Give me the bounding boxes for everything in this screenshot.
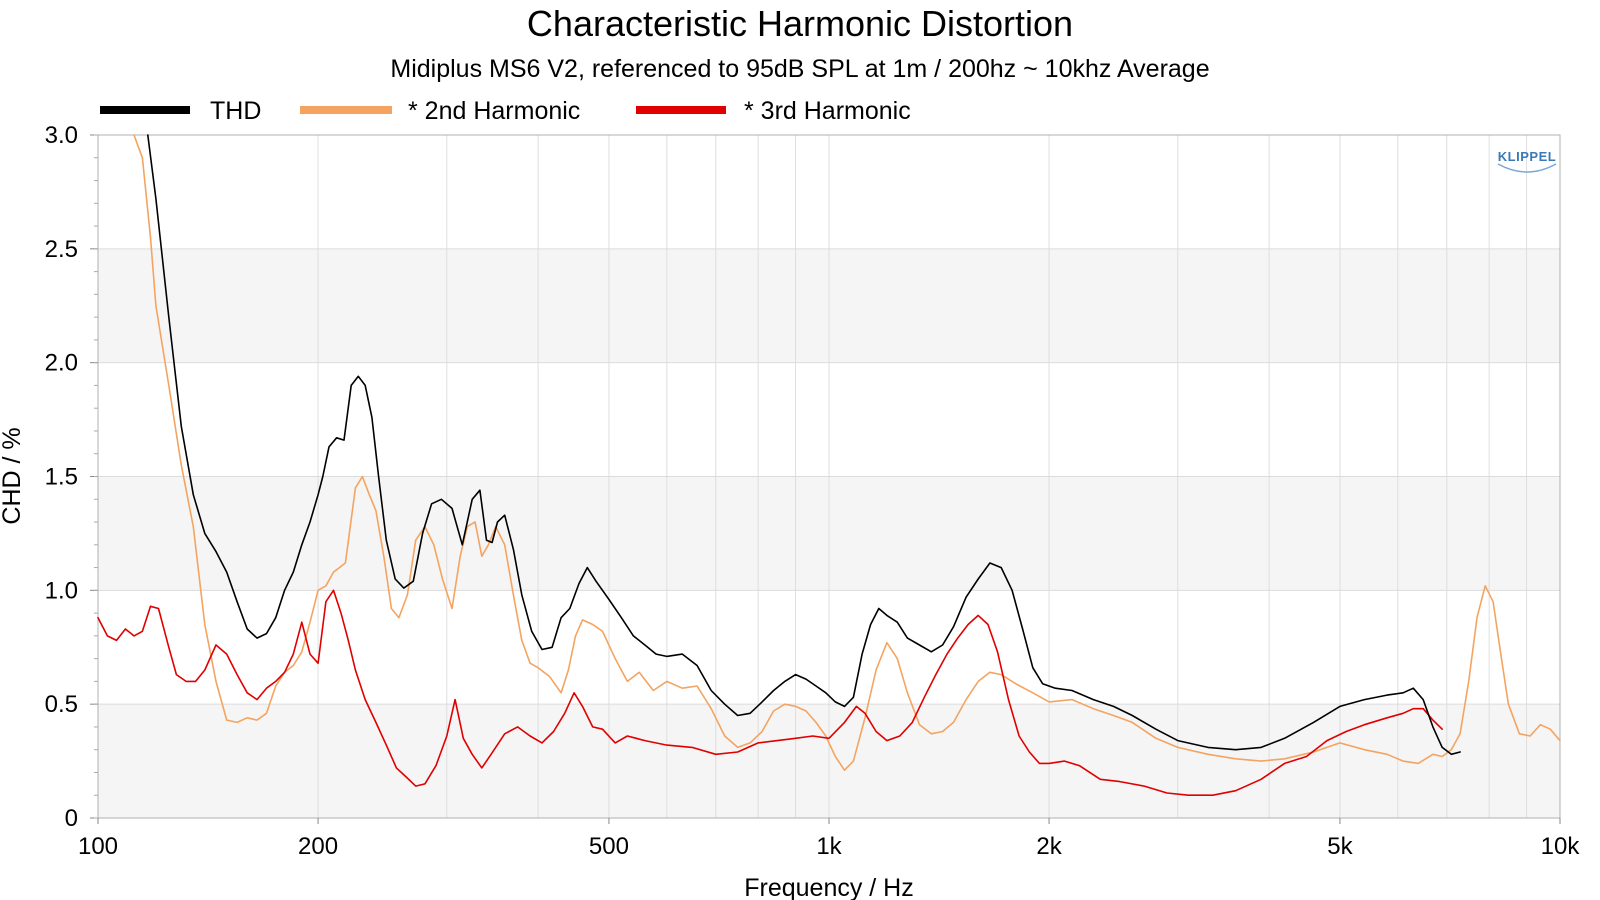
series-line-3rd-harmonic <box>97 589 1443 796</box>
x-axis-ticks: 100 200 500 1k 2k 5k 10k <box>78 818 1580 860</box>
x-tick-label: 10k <box>1541 833 1581 860</box>
y-tick-label: 0.5 <box>45 691 78 718</box>
legend: THD * 2nd Harmonic * 3rd Harmonic <box>100 97 911 125</box>
y-tick-label: 3.0 <box>45 122 78 149</box>
x-tick-label: 2k <box>1036 833 1062 860</box>
y-tick-label: 2.5 <box>45 236 78 263</box>
chart-title: Characteristic Harmonic Distortion <box>527 3 1073 44</box>
y-tick-label: 2.0 <box>45 350 78 377</box>
legend-label-thd: THD <box>210 97 261 125</box>
series-layer <box>97 134 1561 796</box>
x-tick-label: 1k <box>816 833 842 860</box>
y-tick-label: 0 <box>65 805 78 832</box>
legend-label-2nd-harmonic: * 2nd Harmonic <box>408 97 580 125</box>
klippel-logo: KLIPPEL <box>1497 149 1557 173</box>
x-axis-label: Frequency / Hz <box>744 874 914 900</box>
klippel-logo-swoosh <box>1497 163 1557 173</box>
y-tick-label: 1.0 <box>45 577 78 604</box>
y-axis-label: CHD / % <box>0 427 26 524</box>
klippel-logo-text: KLIPPEL <box>1498 149 1556 164</box>
series-line-thd <box>147 134 1461 756</box>
y-tick-label: 1.5 <box>45 464 78 491</box>
x-tick-label: 500 <box>589 833 629 860</box>
legend-label-3rd-harmonic: * 3rd Harmonic <box>744 97 911 125</box>
x-tick-label: 100 <box>78 833 118 860</box>
x-tick-label: 5k <box>1327 833 1353 860</box>
series-line-2nd-harmonic <box>133 134 1561 771</box>
chart-subtitle: Midiplus MS6 V2, referenced to 95dB SPL … <box>390 55 1209 83</box>
y-axis-ticks: 0 0.5 1.0 1.5 2.0 2.5 3.0 <box>45 122 98 832</box>
x-tick-label: 200 <box>298 833 338 860</box>
